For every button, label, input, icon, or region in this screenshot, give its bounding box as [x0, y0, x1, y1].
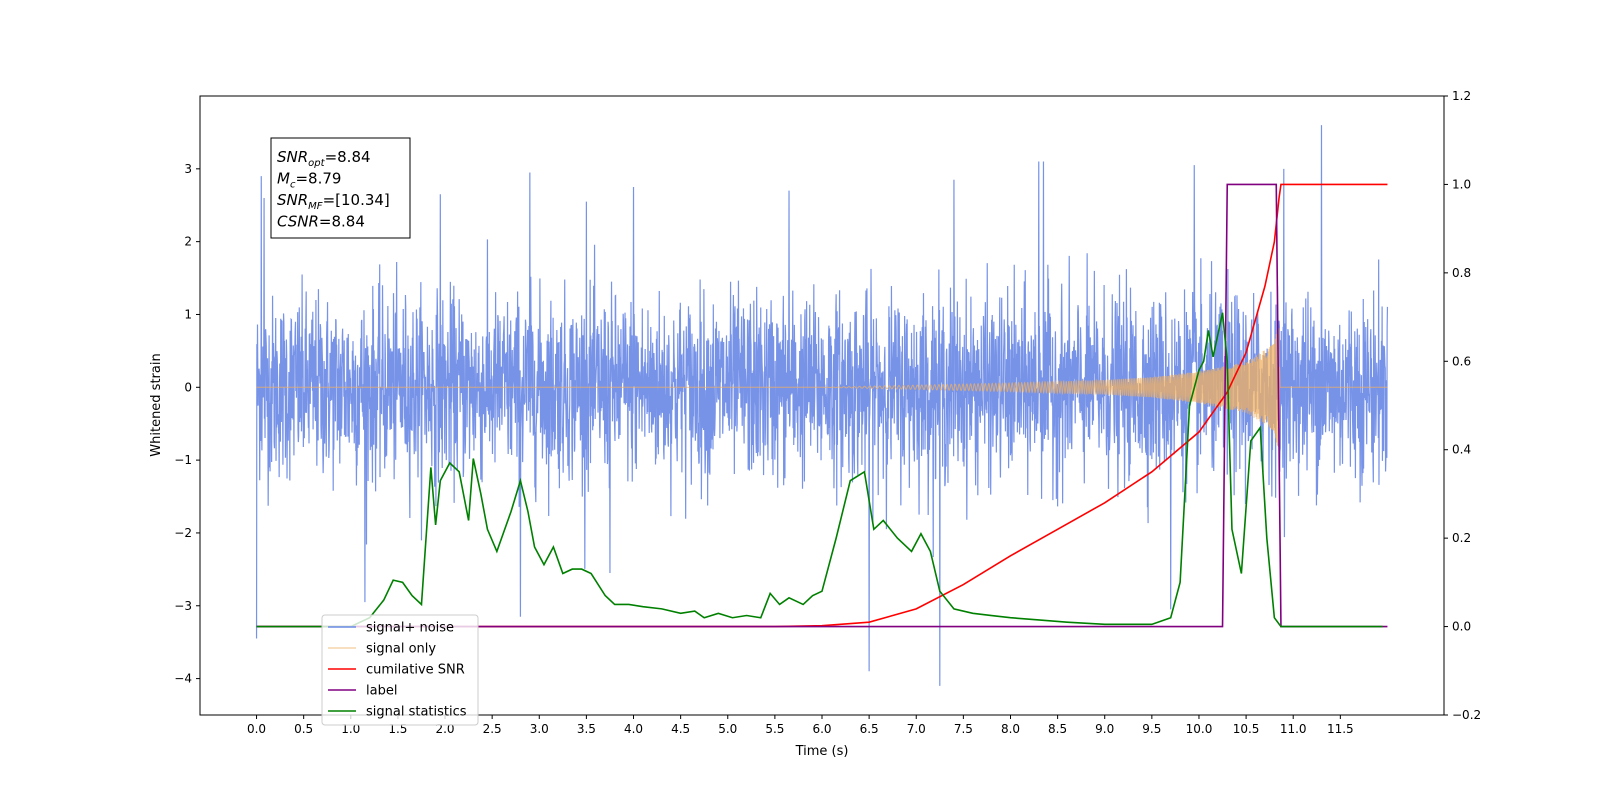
x-tick-label: 6.5	[860, 722, 879, 736]
y-tick-label: −2	[174, 526, 192, 540]
series-line-signal-statistics	[256, 312, 1383, 628]
annotation-line: CSNR=8.84	[277, 213, 365, 231]
x-tick-label: 4.5	[671, 722, 690, 736]
y2-tick-label: −0.2	[1452, 708, 1481, 722]
legend-label: label	[366, 684, 397, 699]
x-tick-label: 10.5	[1233, 722, 1260, 736]
legend-label: signal only	[366, 642, 436, 657]
x-tick-label: 7.0	[907, 722, 926, 736]
annotation-subscript: opt	[308, 158, 325, 169]
x-tick-label: 8.0	[1001, 722, 1020, 736]
y-tick-label: 3	[184, 162, 192, 176]
y2-tick-label: 1.0	[1452, 177, 1471, 191]
annotation-value: =8.79	[295, 170, 341, 188]
y-axis-label: Whitened strain	[149, 353, 164, 456]
y-tick-label: −1	[174, 453, 192, 467]
y-axis-left-ticks: −4 −3 −2 −1 0 1 2 3	[174, 162, 200, 686]
y-axis-right-ticks: −0.2 0.0 0.2 0.4 0.6 0.8 1.0 1.2	[1444, 89, 1481, 722]
x-tick-label: 6.0	[812, 722, 831, 736]
series-line-signal-noise	[255, 125, 1389, 686]
annotation-line: Mc=8.79	[277, 170, 341, 191]
annotation-line: SNRMF=[10.34]	[277, 191, 390, 212]
annotation-symbol: SNR	[277, 191, 308, 209]
y2-tick-label: 0.0	[1452, 620, 1471, 634]
x-tick-label: 4.0	[624, 722, 643, 736]
x-tick-label: 3.0	[530, 722, 549, 736]
y-tick-label: −3	[174, 599, 192, 613]
x-tick-label: 9.0	[1095, 722, 1114, 736]
series-line-signal-only	[256, 327, 1388, 447]
annotation-value: =[10.34]	[323, 191, 390, 209]
y2-tick-label: 1.2	[1452, 89, 1471, 103]
x-tick-label: 7.5	[954, 722, 973, 736]
x-tick-label: 11.0	[1280, 722, 1307, 736]
x-axis-ticks: 0.0 0.5 1.0 1.5 2.0 2.5 3.0 3.5 4.0 4.5 5.0 5.5 6.0 6…	[247, 715, 1354, 736]
x-tick-label: 11.5	[1327, 722, 1354, 736]
annotation-symbol: M	[277, 170, 290, 188]
legend-label: signal statistics	[366, 705, 467, 720]
legend-label: signal+ noise	[366, 621, 454, 636]
x-tick-label: 0.0	[247, 722, 266, 736]
y-tick-label: −4	[174, 672, 192, 686]
y2-tick-label: 0.2	[1452, 531, 1471, 545]
x-tick-label: 0.5	[294, 722, 313, 736]
x-tick-label: 8.5	[1048, 722, 1067, 736]
y2-tick-label: 0.8	[1452, 266, 1471, 280]
x-tick-label: 5.5	[765, 722, 784, 736]
legend-frame	[321, 614, 479, 726]
annotation-value: =8.84	[325, 148, 371, 166]
series-line-cumilative-snr	[256, 183, 1388, 628]
legend: signal+ noise signal only cumilative SNR la…	[321, 614, 479, 726]
x-axis-label: Time (s)	[795, 744, 849, 759]
x-tick-label: 9.5	[1142, 722, 1161, 736]
x-tick-label: 10.0	[1186, 722, 1213, 736]
y-tick-label: 1	[184, 307, 192, 321]
annotation-subscript: c	[290, 180, 296, 191]
annotation-line: SNRopt=8.84	[277, 148, 371, 169]
annotation-subscript: MF	[308, 201, 323, 212]
x-tick-label: 2.5	[483, 722, 502, 736]
x-tick-label: 3.5	[577, 722, 596, 736]
y-tick-label: 2	[184, 235, 192, 249]
annotation-value: =8.84	[319, 213, 365, 231]
y2-tick-label: 0.6	[1452, 354, 1471, 368]
x-tick-label: 5.0	[718, 722, 737, 736]
y2-tick-label: 0.4	[1452, 443, 1471, 457]
annotation-frame	[270, 137, 411, 239]
y-tick-label: 0	[184, 380, 192, 394]
annotation-symbol: SNR	[277, 148, 308, 166]
plot-layer	[255, 125, 1389, 686]
legend-label: cumilative SNR	[366, 663, 465, 678]
annotation-symbol: CSNR	[277, 213, 319, 231]
